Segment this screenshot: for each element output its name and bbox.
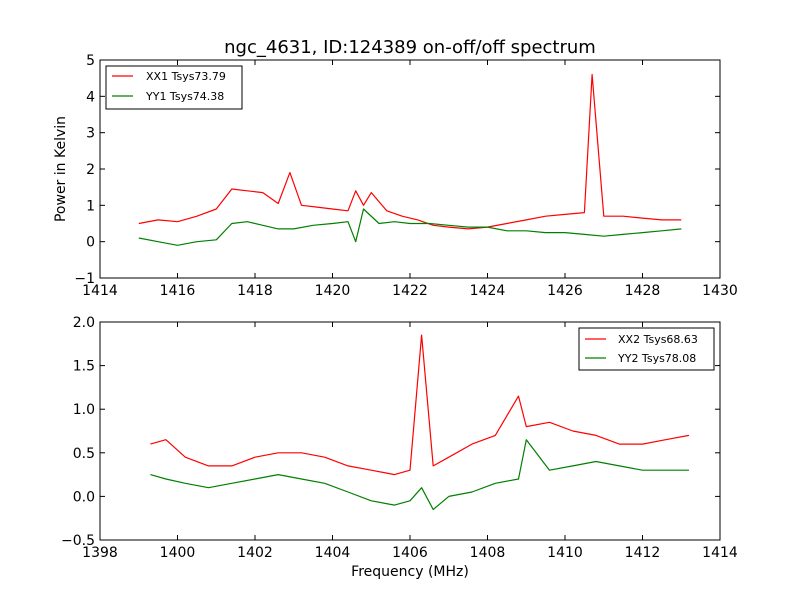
top-legend-label-xx1: XX1 Tsys73.79: [146, 70, 226, 83]
top-legend: XX1 Tsys73.79 YY1 Tsys74.38: [105, 65, 243, 110]
top-y-axis-label: Power in Kelvin: [53, 116, 69, 222]
top-x-tick-label: 1428: [625, 283, 661, 299]
bottom-axis-ticks: 1398 1400 1402 1404 1406 1408 1410 1412 1414 −0.5…: [61, 315, 738, 561]
bottom-x-tick-label: 1414: [702, 545, 738, 561]
top-x-tick-label: 1426: [547, 283, 583, 299]
top-y-tick-label: 5: [86, 53, 95, 69]
top-y-tick-label: 2: [86, 162, 95, 178]
bottom-y-tick-label: 2.0: [73, 315, 95, 331]
bottom-x-tick-label: 1408: [470, 545, 506, 561]
bottom-x-tick-label: 1404: [315, 545, 351, 561]
top-subplot: ngc_4631, ID:124389 on-off/off spectrum …: [53, 37, 738, 299]
bottom-x-tick-label: 1406: [392, 545, 428, 561]
bottom-subplot: Frequency (MHz) 1398 1400 1402 1404 1406 1408…: [61, 315, 738, 580]
top-series-line-0: [138, 73, 682, 230]
bottom-legend-label-yy2: YY2 Tsys78.08: [617, 352, 696, 365]
top-x-tick-label: 1424: [470, 283, 506, 299]
top-x-tick-label: 1416: [160, 283, 196, 299]
top-y-tick-label: 4: [86, 89, 95, 105]
top-axis-ticks: 1414 1416 1418 1420 1422 1424 1426 1428 1430 −1 0 1…: [74, 53, 737, 299]
bottom-legend: XX2 Tsys68.63 YY2 Tsys78.08: [578, 327, 715, 371]
top-legend-label-yy1: YY1 Tsys74.38: [145, 90, 224, 103]
bottom-x-axis-label: Frequency (MHz): [351, 564, 469, 580]
bottom-x-tick-label: 1398: [82, 545, 118, 561]
top-series-group: [138, 73, 682, 246]
bottom-y-tick-label: −0.5: [61, 533, 95, 549]
bottom-legend-label-xx2: XX2 Tsys68.63: [618, 333, 698, 346]
bottom-x-tick-label: 1412: [625, 545, 661, 561]
bottom-y-tick-label: 1.0: [73, 402, 95, 418]
top-y-tick-label: −1: [74, 271, 95, 287]
bottom-y-tick-label: 0.0: [73, 489, 95, 505]
top-x-tick-label: 1430: [702, 283, 738, 299]
top-x-tick-label: 1420: [315, 283, 351, 299]
top-y-tick-label: 1: [86, 198, 95, 214]
bottom-x-tick-label: 1400: [160, 545, 196, 561]
bottom-legend-box: [578, 327, 715, 371]
top-x-tick-label: 1422: [392, 283, 428, 299]
top-series-line-1: [138, 208, 682, 246]
bottom-y-tick-label: 1.5: [73, 359, 95, 375]
bottom-series-group: [150, 334, 690, 511]
top-x-tick-label: 1414: [82, 283, 118, 299]
bottom-series-line-1: [150, 439, 689, 511]
bottom-x-tick-label: 1402: [237, 545, 273, 561]
bottom-series-line-0: [150, 334, 690, 476]
bottom-y-tick-label: 0.5: [73, 446, 95, 462]
top-x-tick-label: 1418: [237, 283, 273, 299]
top-chart-title: ngc_4631, ID:124389 on-off/off spectrum: [224, 37, 596, 58]
top-legend-box: [105, 65, 243, 110]
top-y-tick-label: 3: [86, 126, 95, 142]
top-y-tick-label: 0: [86, 235, 95, 251]
bottom-x-tick-label: 1410: [547, 545, 583, 561]
